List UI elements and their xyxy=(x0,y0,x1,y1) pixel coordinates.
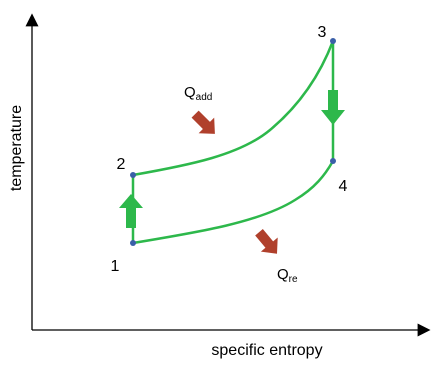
point xyxy=(330,38,336,44)
node-label: 4 xyxy=(339,178,348,195)
heat-subscript: re xyxy=(289,274,298,285)
heat-label: Qadd xyxy=(184,84,212,103)
y-axis-label: temperature xyxy=(8,105,25,191)
state-points xyxy=(130,38,336,246)
heat-symbol: Q xyxy=(277,266,289,283)
x-axis-label: specific entropy xyxy=(211,342,322,359)
cycle xyxy=(131,40,335,245)
node-label: 3 xyxy=(318,24,327,41)
process-4-1 xyxy=(132,160,335,245)
point xyxy=(130,172,136,178)
down-arrow xyxy=(321,90,345,125)
heat-subscript: add xyxy=(196,92,213,103)
node-label: 2 xyxy=(117,156,126,173)
heat-in-arrow xyxy=(191,110,215,134)
up-arrow xyxy=(119,194,143,228)
heat-symbol: Q xyxy=(184,84,196,101)
node-label: 1 xyxy=(111,258,120,275)
heat-label: Qre xyxy=(277,266,298,285)
heat-out-arrow xyxy=(255,229,278,254)
process-2-3 xyxy=(132,40,335,177)
point xyxy=(330,158,336,164)
point xyxy=(130,240,136,246)
